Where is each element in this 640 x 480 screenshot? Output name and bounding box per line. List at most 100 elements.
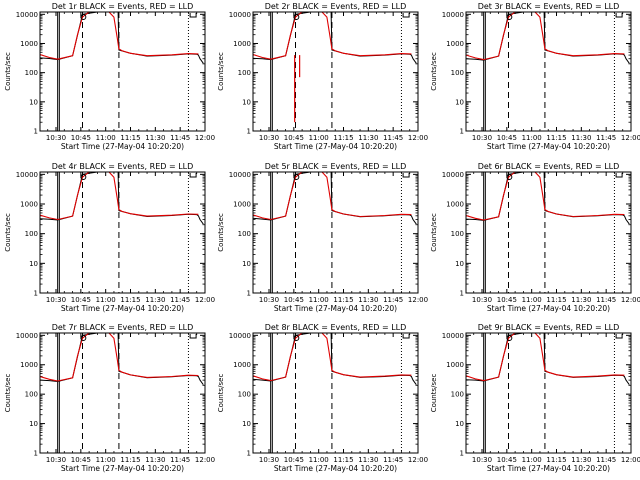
y-tick-label: 1000 [20, 361, 38, 369]
series-line-red [253, 172, 412, 221]
series-line-black [253, 172, 417, 225]
x-tick-label: 11:45 [170, 456, 190, 464]
x-tick-label: 11:00 [522, 296, 542, 304]
plot-frame [465, 171, 632, 294]
y-tick-label: 100 [25, 391, 38, 399]
plot-frame [252, 332, 419, 454]
x-tick-label: 10:45 [71, 296, 91, 304]
chart-title: Det 2r BLACK = Events, RED = LLD [265, 2, 407, 11]
x-tick-label: 10:45 [71, 134, 91, 142]
x-tick-label: 11:30 [571, 296, 591, 304]
plot-frame [252, 11, 419, 132]
x-tick-label: 12:00 [195, 296, 215, 304]
y-axis-label: Counts/sec [4, 213, 12, 252]
plot-frame [39, 11, 206, 132]
x-tick-label: 10:30 [472, 296, 492, 304]
y-tick-label: 10 [29, 260, 38, 268]
y-tick-label: 10 [242, 260, 251, 268]
x-tick-label: 11:30 [145, 296, 165, 304]
y-tick-label: 1000 [233, 361, 251, 369]
y-tick-label: 10 [29, 98, 38, 106]
x-tick-label: 11:30 [571, 456, 591, 464]
chart-panel-4: Det 4r BLACK = Events, RED = LLD Start Ti… [4, 162, 215, 313]
series-line-red [253, 12, 412, 60]
chart-panel-6: Det 6r BLACK = Events, RED = LLD Start Ti… [430, 162, 640, 313]
x-tick-label: 11:45 [383, 456, 403, 464]
series-line-black [253, 333, 417, 385]
x-tick-label: 11:45 [596, 456, 616, 464]
y-tick-label: 1000 [446, 40, 464, 48]
x-tick-label: 12:00 [195, 134, 215, 142]
x-tick-label: 12:00 [621, 296, 640, 304]
y-axis-label: Counts/sec [430, 52, 438, 91]
x-tick-label: 11:15 [120, 134, 140, 142]
top-bracket-marker [189, 13, 197, 18]
y-tick-label: 10 [455, 420, 464, 428]
chart-title: Det 8r BLACK = Events, RED = LLD [265, 323, 407, 332]
x-tick-label: 11:00 [309, 456, 329, 464]
x-tick-label: 12:00 [195, 456, 215, 464]
y-axis-label: Counts/sec [217, 52, 225, 91]
x-tick-label: 12:00 [408, 296, 428, 304]
top-circle-marker [506, 14, 513, 20]
x-tick-label: 11:30 [145, 456, 165, 464]
top-bracket-marker [402, 334, 410, 339]
x-tick-label: 10:45 [497, 456, 517, 464]
y-tick-label: 100 [238, 391, 251, 399]
x-tick-label: 11:00 [96, 296, 116, 304]
x-tick-label: 11:15 [333, 456, 353, 464]
y-tick-label: 1000 [446, 361, 464, 369]
x-tick-label: 10:45 [497, 296, 517, 304]
x-tick-label: 10:30 [472, 456, 492, 464]
y-tick-label: 10 [455, 98, 464, 106]
series-line-black [40, 172, 204, 225]
y-tick-label: 10000 [229, 332, 251, 340]
chart-panel-8: Det 8r BLACK = Events, RED = LLD Start Ti… [217, 323, 428, 473]
chart-title: Det 3r BLACK = Events, RED = LLD [478, 2, 620, 11]
chart-title: Det 9r BLACK = Events, RED = LLD [478, 323, 620, 332]
x-tick-label: 10:30 [46, 456, 66, 464]
top-circle-marker [80, 174, 87, 180]
y-tick-label: 1000 [233, 40, 251, 48]
y-tick-label: 100 [451, 230, 464, 238]
x-tick-label: 11:45 [596, 296, 616, 304]
series-line-black [253, 12, 417, 64]
x-tick-label: 11:45 [170, 134, 190, 142]
chart-title: Det 6r BLACK = Events, RED = LLD [478, 162, 620, 171]
top-circle-marker [80, 335, 87, 341]
x-tick-label: 11:15 [120, 456, 140, 464]
series-line-red [40, 172, 199, 221]
x-tick-label: 11:00 [522, 456, 542, 464]
x-tick-label: 11:15 [546, 456, 566, 464]
y-tick-label: 100 [25, 230, 38, 238]
plot-frame [465, 332, 632, 454]
x-tick-label: 11:30 [358, 456, 378, 464]
y-tick-label: 1 [247, 128, 251, 136]
x-tick-label: 11:15 [333, 296, 353, 304]
top-bracket-marker [402, 13, 410, 18]
chart-panel-5: Det 5r BLACK = Events, RED = LLD Start Ti… [217, 162, 428, 313]
y-tick-label: 10000 [229, 11, 251, 19]
series-line-black [466, 333, 630, 385]
y-tick-label: 100 [451, 69, 464, 77]
x-tick-label: 11:15 [333, 134, 353, 142]
plot-frame [465, 11, 632, 132]
y-tick-label: 100 [25, 69, 38, 77]
x-axis-label: Start Time (27-May-04 10:20:20) [487, 304, 610, 313]
y-tick-label: 10 [29, 420, 38, 428]
x-tick-label: 11:00 [96, 456, 116, 464]
x-axis-label: Start Time (27-May-04 10:20:20) [61, 142, 184, 151]
top-bracket-marker [402, 173, 410, 178]
x-axis-label: Start Time (27-May-04 10:20:20) [274, 304, 397, 313]
x-tick-label: 11:15 [546, 296, 566, 304]
y-tick-label: 10 [455, 260, 464, 268]
x-tick-label: 12:00 [621, 456, 640, 464]
plot-frame [39, 332, 206, 454]
x-tick-label: 10:30 [472, 134, 492, 142]
x-axis-label: Start Time (27-May-04 10:20:20) [61, 304, 184, 313]
y-tick-label: 1 [34, 450, 38, 458]
y-tick-label: 1 [460, 290, 464, 298]
y-tick-label: 10 [242, 98, 251, 106]
y-tick-label: 10 [242, 420, 251, 428]
chart-title: Det 5r BLACK = Events, RED = LLD [265, 162, 407, 171]
